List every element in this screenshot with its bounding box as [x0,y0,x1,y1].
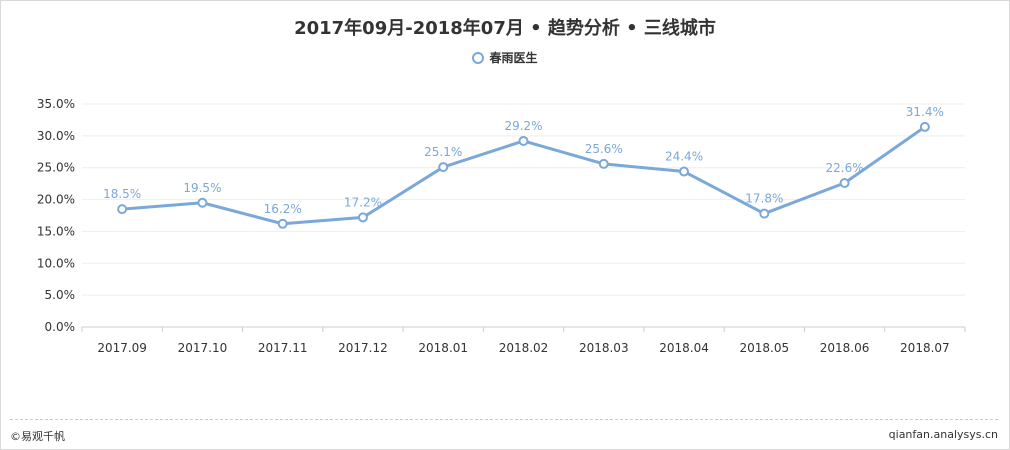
y-tick-label: 30.0% [37,129,75,143]
y-tick-label: 15.0% [37,224,75,238]
x-tick-label: 2017.10 [178,341,228,355]
data-point [598,158,609,169]
x-tick-label: 2018.01 [418,341,468,355]
data-label: 25.1% [424,145,462,159]
data-label: 22.6% [826,161,864,175]
y-tick-label: 20.0% [37,193,75,207]
x-tick-label: 2018.04 [659,341,709,355]
data-label: 16.2% [264,202,302,216]
x-tick-label: 2017.12 [338,341,388,355]
y-tick-label: 35.0% [37,97,75,111]
x-tick-label: 2018.02 [499,341,549,355]
footer-url: qianfan.analysys.cn [888,428,998,441]
footer-divider [10,419,998,420]
x-tick-label: 2018.07 [900,341,950,355]
data-point [839,178,850,189]
data-label: 29.2% [504,119,542,133]
legend[interactable]: 春雨医生 [0,49,1010,66]
data-point [357,212,368,223]
data-point [679,166,690,177]
data-point [277,218,288,229]
data-point [117,204,128,215]
data-point [438,162,449,173]
data-label: 31.4% [906,105,944,119]
data-label: 24.4% [665,150,703,164]
x-tick-label: 2018.05 [740,341,790,355]
chart-title: 2017年09月-2018年07月 • 趋势分析 • 三线城市 [294,18,716,39]
data-label: 18.5% [103,187,141,201]
legend-label: 春雨医生 [489,51,538,65]
data-label: 19.5% [183,181,221,195]
x-tick-label: 2017.09 [97,341,147,355]
footer-source: ©易观千帆 [10,430,65,443]
data-label: 17.8% [745,192,783,206]
y-tick-label: 25.0% [37,161,75,175]
data-point [197,197,208,208]
x-tick-label: 2018.06 [820,341,870,355]
data-point [759,208,770,219]
data-label: 17.2% [344,195,382,209]
legend-marker-icon [472,51,485,64]
data-point [518,135,529,146]
y-tick-label: 10.0% [37,256,75,270]
data-point [919,121,930,132]
x-tick-label: 2018.03 [579,341,629,355]
data-label: 25.6% [585,142,623,156]
y-tick-label: 5.0% [45,288,76,302]
x-tick-label: 2017.11 [258,341,308,355]
y-tick-label: 0.0% [45,320,76,334]
